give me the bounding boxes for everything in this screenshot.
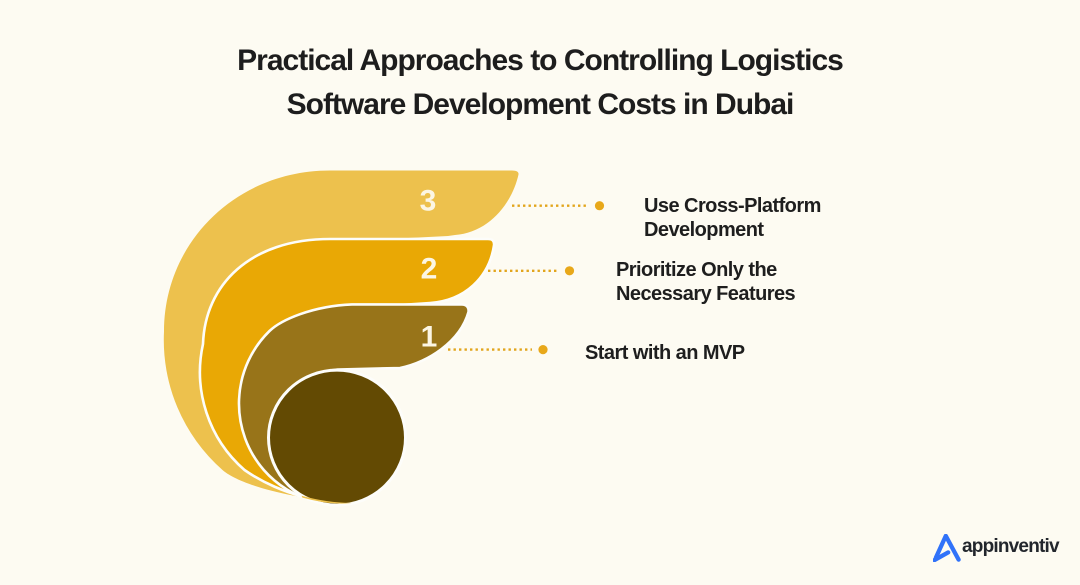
svg-text:2: 2 bbox=[421, 253, 438, 286]
svg-text:1: 1 bbox=[421, 321, 438, 354]
svg-text:3: 3 bbox=[420, 185, 437, 218]
